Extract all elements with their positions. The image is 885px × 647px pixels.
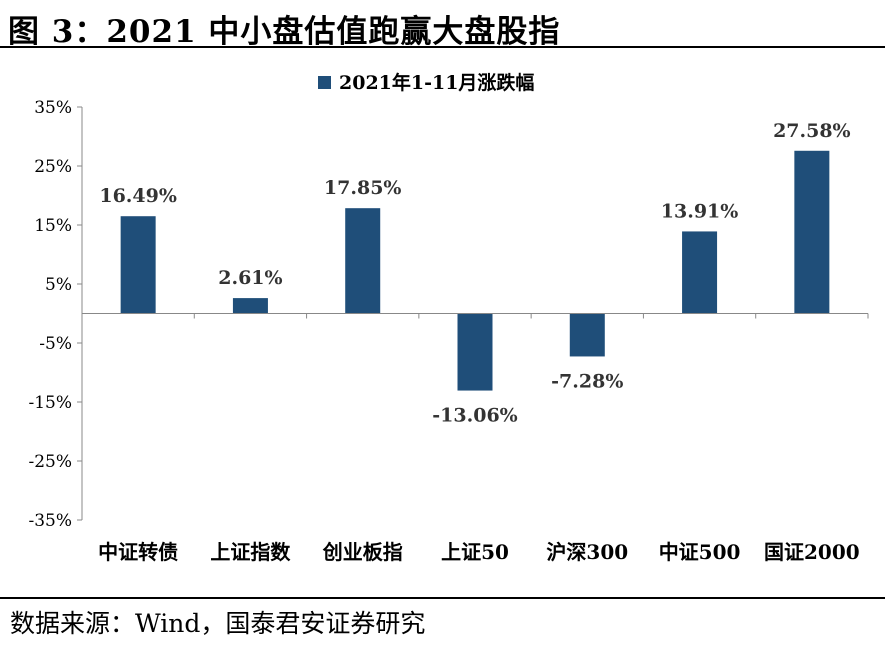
data-label: 2.61% (218, 267, 282, 289)
y-tick-label: -15% (28, 393, 72, 413)
legend-swatch (318, 76, 331, 89)
bar (345, 208, 381, 314)
y-tick-label: -35% (28, 511, 72, 531)
data-label: 17.85% (324, 177, 402, 199)
source-note: 数据来源：Wind，国泰君安证券研究 (10, 609, 426, 638)
data-label: 13.91% (661, 200, 739, 222)
x-axis: 中证转债 上证指数 创业板指 上证50 沪深300 中证500 国证2000 (81, 313, 869, 564)
legend-label: 2021年1-11月涨跌幅 (339, 71, 534, 94)
y-tick-label: -5% (39, 334, 72, 354)
category-label: 上证50 (441, 540, 509, 564)
data-label: 27.58% (773, 120, 851, 142)
y-tick-label: 15% (34, 216, 72, 236)
bar (794, 150, 830, 314)
data-label: -7.28% (551, 370, 623, 392)
y-tick-label: 35% (34, 98, 72, 118)
y-tick-label: -25% (28, 452, 72, 472)
data-label: -13.06% (432, 405, 517, 427)
y-tick-label: 25% (34, 157, 72, 177)
bars: 16.49% 2.61% 17.85% -13.06% -7.28% 13.91% 27.5… (99, 120, 850, 427)
category-label: 创业板指 (322, 540, 403, 564)
bar-chart: 2021年1-11月涨跌幅 35% 25% 15% 5% -5% -15% -25% -35%… (28, 71, 869, 564)
legend: 2021年1-11月涨跌幅 (318, 71, 534, 94)
figure-title: 图 3：2021 中小盘估值跑赢大盘股指 (8, 14, 561, 50)
bar (682, 231, 718, 314)
bar (457, 313, 493, 391)
bottom-rule (0, 597, 885, 599)
y-tick-label: 5% (45, 275, 72, 295)
category-label: 中证转债 (98, 540, 178, 564)
bar (569, 313, 605, 357)
category-label: 沪深300 (546, 540, 628, 564)
category-label: 中证500 (659, 540, 741, 564)
bar (120, 216, 156, 314)
data-label: 16.49% (99, 185, 177, 207)
category-label: 上证指数 (210, 540, 291, 564)
bar (232, 298, 268, 314)
y-axis: 35% 25% 15% 5% -5% -15% -25% -35% (28, 98, 83, 531)
category-label: 国证2000 (764, 540, 860, 564)
top-rule (0, 46, 885, 48)
